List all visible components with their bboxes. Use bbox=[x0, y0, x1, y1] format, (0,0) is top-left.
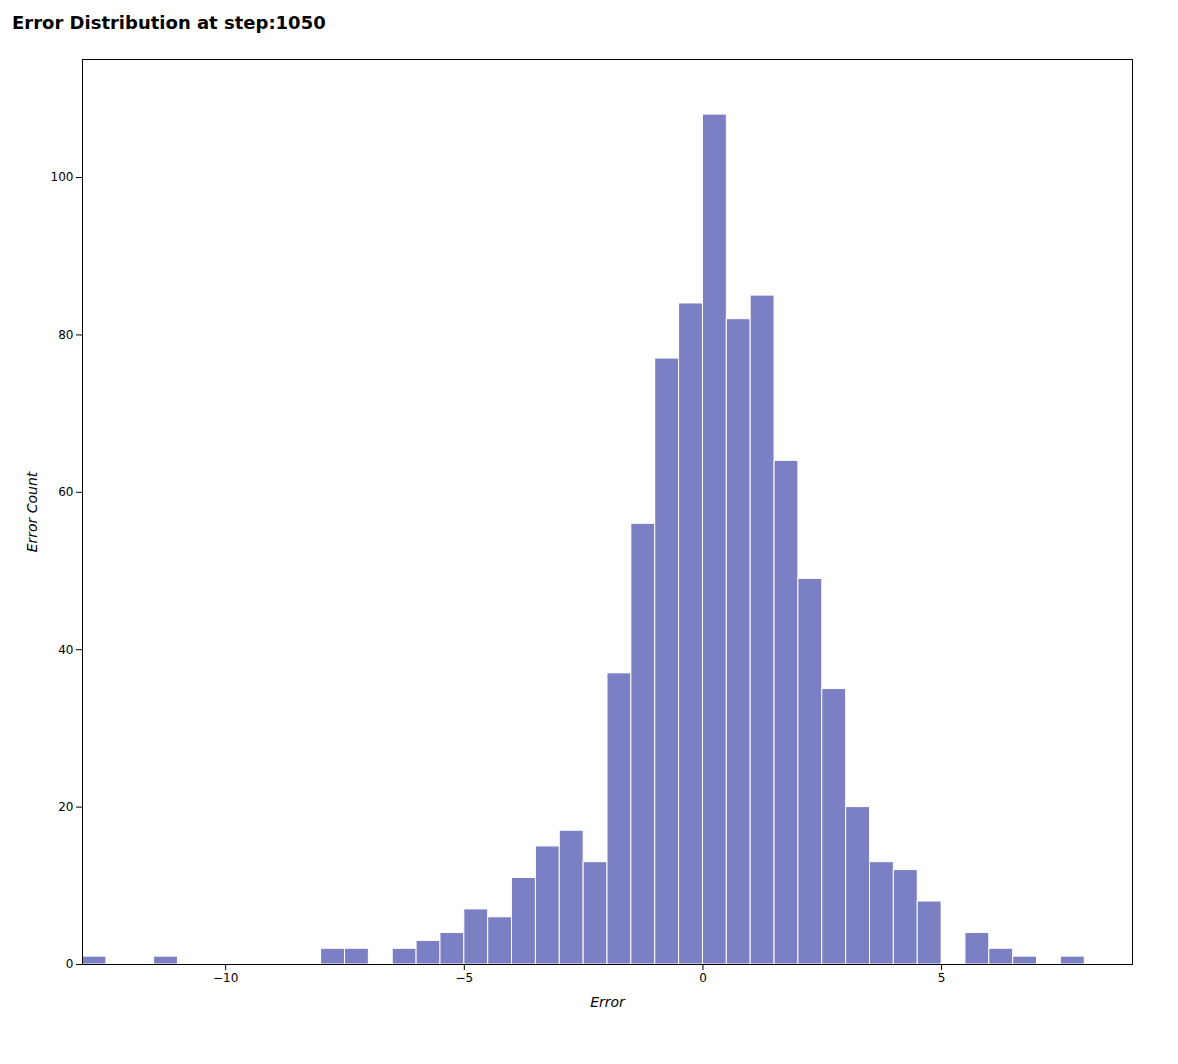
svg-text:40: 40 bbox=[58, 643, 73, 657]
svg-text:100: 100 bbox=[51, 170, 74, 184]
svg-text:0: 0 bbox=[66, 957, 74, 971]
svg-text:80: 80 bbox=[58, 328, 73, 342]
svg-text:Error Count: Error Count bbox=[24, 471, 40, 552]
svg-text:60: 60 bbox=[58, 485, 73, 499]
svg-text:−10: −10 bbox=[213, 971, 238, 985]
html-text:Error Distribution at step:105: Error Distribution at step:1050 bbox=[12, 12, 326, 33]
svg-text:20: 20 bbox=[58, 800, 73, 814]
svg-text:−5: −5 bbox=[455, 971, 473, 985]
svg-text:5: 5 bbox=[938, 971, 946, 985]
svg-text:Error: Error bbox=[590, 994, 626, 1010]
svg-text:0: 0 bbox=[699, 971, 707, 985]
